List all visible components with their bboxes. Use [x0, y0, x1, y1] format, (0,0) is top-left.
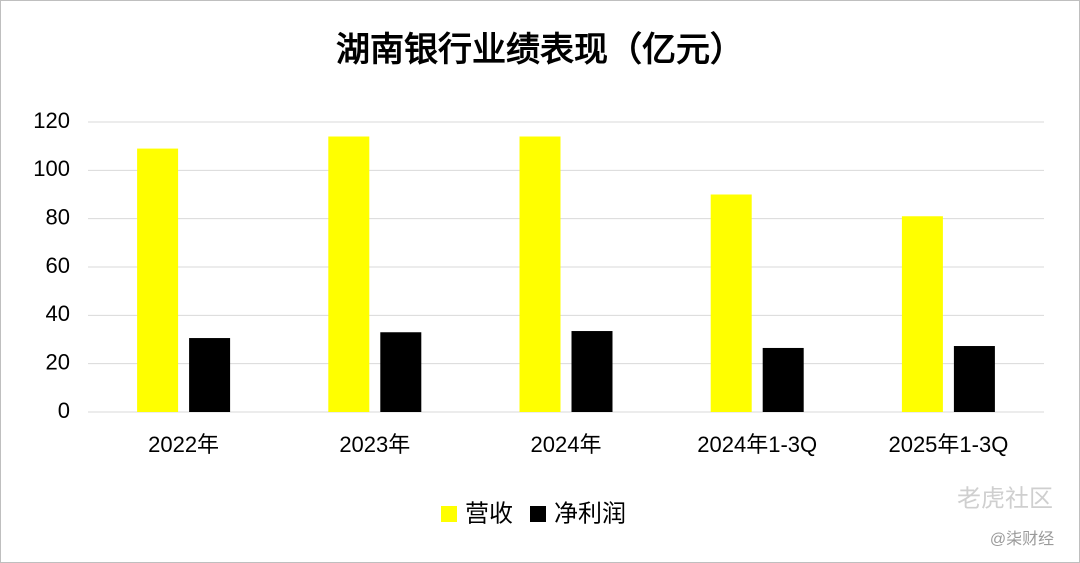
x-tick-label: 2024年: [531, 432, 602, 457]
y-tick-label: 100: [33, 156, 70, 181]
bar: [571, 331, 613, 412]
bar: [137, 148, 179, 413]
legend-swatch: [441, 506, 457, 522]
bar: [901, 216, 943, 412]
legend-swatch: [530, 506, 546, 522]
y-tick-label: 0: [58, 398, 70, 423]
x-tick-label: 2022年: [148, 432, 219, 457]
watermark: 老虎社区: [957, 485, 1053, 512]
chart-title: 湖南银行业绩表现（亿元）: [336, 30, 744, 69]
bar: [328, 136, 370, 412]
y-tick-label: 40: [46, 301, 70, 326]
x-tick-label: 2024年1-3Q: [697, 432, 817, 457]
x-tick-label: 2025年1-3Q: [888, 432, 1008, 457]
x-tick-label: 2023年: [339, 432, 410, 457]
bar: [762, 347, 804, 412]
bar: [710, 194, 752, 412]
watermark: @柒财经: [990, 530, 1054, 548]
y-tick-label: 60: [46, 253, 70, 278]
y-tick-label: 120: [33, 108, 70, 133]
legend-label: 净利润: [554, 500, 626, 527]
legend-label: 营收: [465, 500, 513, 527]
bar: [189, 338, 231, 412]
bar: [519, 136, 561, 412]
bar: [953, 346, 995, 412]
bar: [380, 332, 422, 412]
y-tick-label: 20: [46, 349, 70, 374]
y-tick-label: 80: [46, 204, 70, 229]
